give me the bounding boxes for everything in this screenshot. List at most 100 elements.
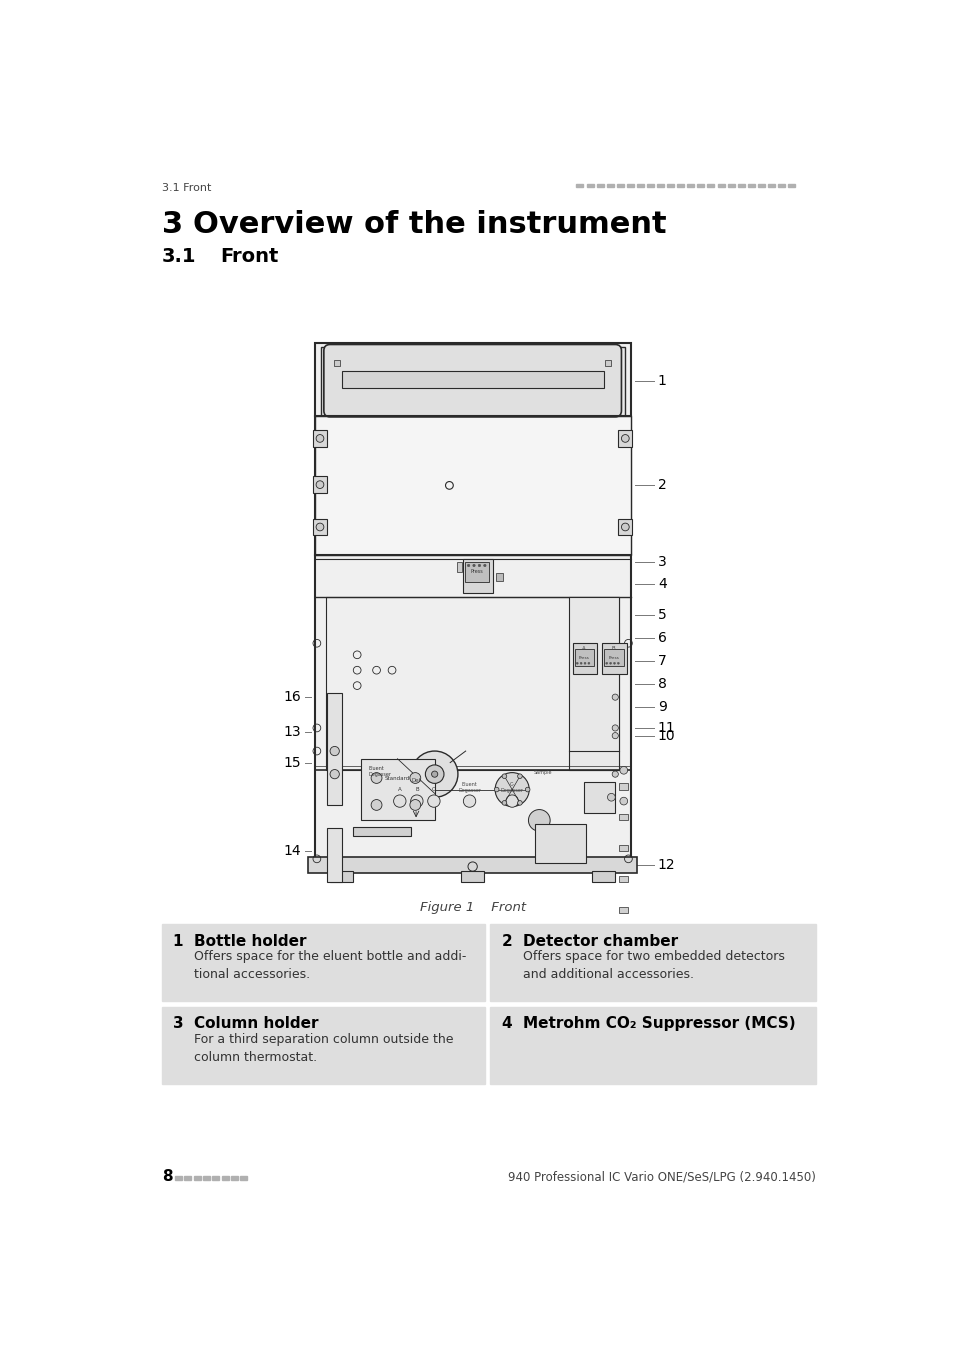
Circle shape bbox=[517, 774, 521, 779]
Bar bbox=[576, 185, 583, 188]
Bar bbox=[626, 185, 633, 188]
Text: 14: 14 bbox=[283, 844, 301, 859]
Circle shape bbox=[315, 435, 323, 443]
Bar bbox=[193, 1176, 200, 1180]
Bar bbox=[456, 563, 461, 571]
Bar bbox=[460, 871, 484, 882]
Bar bbox=[747, 185, 754, 188]
Text: Det: Det bbox=[411, 779, 420, 783]
Text: 16: 16 bbox=[283, 690, 301, 705]
Bar bbox=[575, 649, 594, 667]
Circle shape bbox=[410, 772, 420, 783]
Bar bbox=[308, 857, 637, 872]
Text: Offers space for two embedded detectors
and additional accessories.: Offers space for two embedded detectors … bbox=[522, 950, 784, 981]
Circle shape bbox=[394, 795, 406, 807]
Circle shape bbox=[477, 564, 480, 567]
Circle shape bbox=[463, 795, 476, 807]
Bar bbox=[496, 574, 503, 580]
Circle shape bbox=[620, 524, 629, 531]
Text: B: B bbox=[611, 645, 615, 651]
Bar bbox=[586, 185, 593, 188]
Circle shape bbox=[619, 767, 627, 774]
Text: A: A bbox=[581, 645, 585, 651]
Text: C: C bbox=[432, 787, 436, 792]
Text: C-
Degasser: C- Degasser bbox=[500, 782, 523, 792]
Text: Press: Press bbox=[578, 656, 589, 660]
Text: 2: 2 bbox=[500, 934, 512, 949]
Circle shape bbox=[619, 798, 627, 805]
Text: 2: 2 bbox=[658, 478, 666, 493]
Bar bbox=[604, 360, 611, 366]
Bar bbox=[462, 559, 492, 593]
Bar bbox=[313, 477, 327, 493]
Text: Figure 1    Front: Figure 1 Front bbox=[419, 902, 525, 914]
Bar bbox=[314, 416, 630, 555]
Bar bbox=[203, 1176, 210, 1180]
Text: Metrohm CO₂ Suppressor (MCS): Metrohm CO₂ Suppressor (MCS) bbox=[522, 1017, 795, 1031]
Bar bbox=[666, 185, 674, 188]
Bar bbox=[231, 1176, 237, 1180]
Circle shape bbox=[583, 663, 585, 664]
Text: Press: Press bbox=[470, 570, 483, 574]
Circle shape bbox=[315, 524, 323, 531]
Circle shape bbox=[371, 799, 381, 810]
Bar bbox=[327, 828, 342, 882]
Text: Standard: Standard bbox=[384, 775, 410, 780]
Bar bbox=[686, 185, 694, 188]
Bar bbox=[778, 185, 784, 188]
Text: Sample: Sample bbox=[534, 769, 552, 775]
Bar bbox=[353, 828, 411, 836]
Bar bbox=[596, 185, 603, 188]
Bar bbox=[787, 185, 794, 188]
Bar bbox=[618, 907, 628, 913]
Text: 6: 6 bbox=[658, 630, 666, 645]
Bar bbox=[326, 597, 618, 771]
Text: 3.1 Front: 3.1 Front bbox=[162, 182, 211, 193]
Circle shape bbox=[483, 564, 485, 567]
Circle shape bbox=[410, 795, 422, 807]
Text: 4: 4 bbox=[658, 576, 666, 591]
Bar bbox=[617, 185, 623, 188]
Text: 13: 13 bbox=[283, 725, 301, 738]
Text: For a third separation column outside the
column thermostat.: For a third separation column outside th… bbox=[194, 1033, 454, 1064]
Bar bbox=[174, 1176, 182, 1180]
Circle shape bbox=[620, 435, 629, 443]
Circle shape bbox=[505, 795, 517, 807]
Circle shape bbox=[501, 774, 506, 779]
Text: 4: 4 bbox=[500, 1017, 512, 1031]
Circle shape bbox=[411, 751, 457, 798]
Bar bbox=[707, 185, 714, 188]
Circle shape bbox=[473, 564, 475, 567]
Circle shape bbox=[467, 564, 469, 567]
Bar bbox=[313, 518, 327, 536]
Bar bbox=[572, 643, 597, 674]
Circle shape bbox=[612, 771, 618, 778]
Circle shape bbox=[427, 795, 439, 807]
Circle shape bbox=[494, 787, 498, 792]
Bar bbox=[737, 185, 744, 188]
Bar bbox=[490, 925, 815, 1002]
Bar bbox=[757, 185, 764, 188]
Text: 3.1: 3.1 bbox=[162, 247, 196, 266]
Bar bbox=[618, 876, 628, 882]
Circle shape bbox=[607, 794, 615, 801]
Bar bbox=[162, 1007, 484, 1084]
Circle shape bbox=[410, 799, 420, 810]
Bar bbox=[697, 185, 703, 188]
Text: A: A bbox=[397, 787, 401, 792]
Text: 9: 9 bbox=[658, 701, 666, 714]
Text: Eluent
Degasser: Eluent Degasser bbox=[457, 782, 480, 792]
Text: 10: 10 bbox=[658, 729, 675, 742]
Circle shape bbox=[330, 769, 339, 779]
Bar bbox=[767, 185, 774, 188]
Bar bbox=[677, 185, 683, 188]
Bar bbox=[646, 185, 654, 188]
Bar bbox=[618, 518, 632, 536]
Circle shape bbox=[330, 747, 339, 756]
FancyBboxPatch shape bbox=[323, 344, 620, 417]
Circle shape bbox=[612, 694, 618, 701]
Text: 11: 11 bbox=[658, 721, 675, 734]
Bar bbox=[334, 360, 340, 366]
Bar bbox=[606, 185, 613, 188]
Bar bbox=[314, 343, 630, 859]
